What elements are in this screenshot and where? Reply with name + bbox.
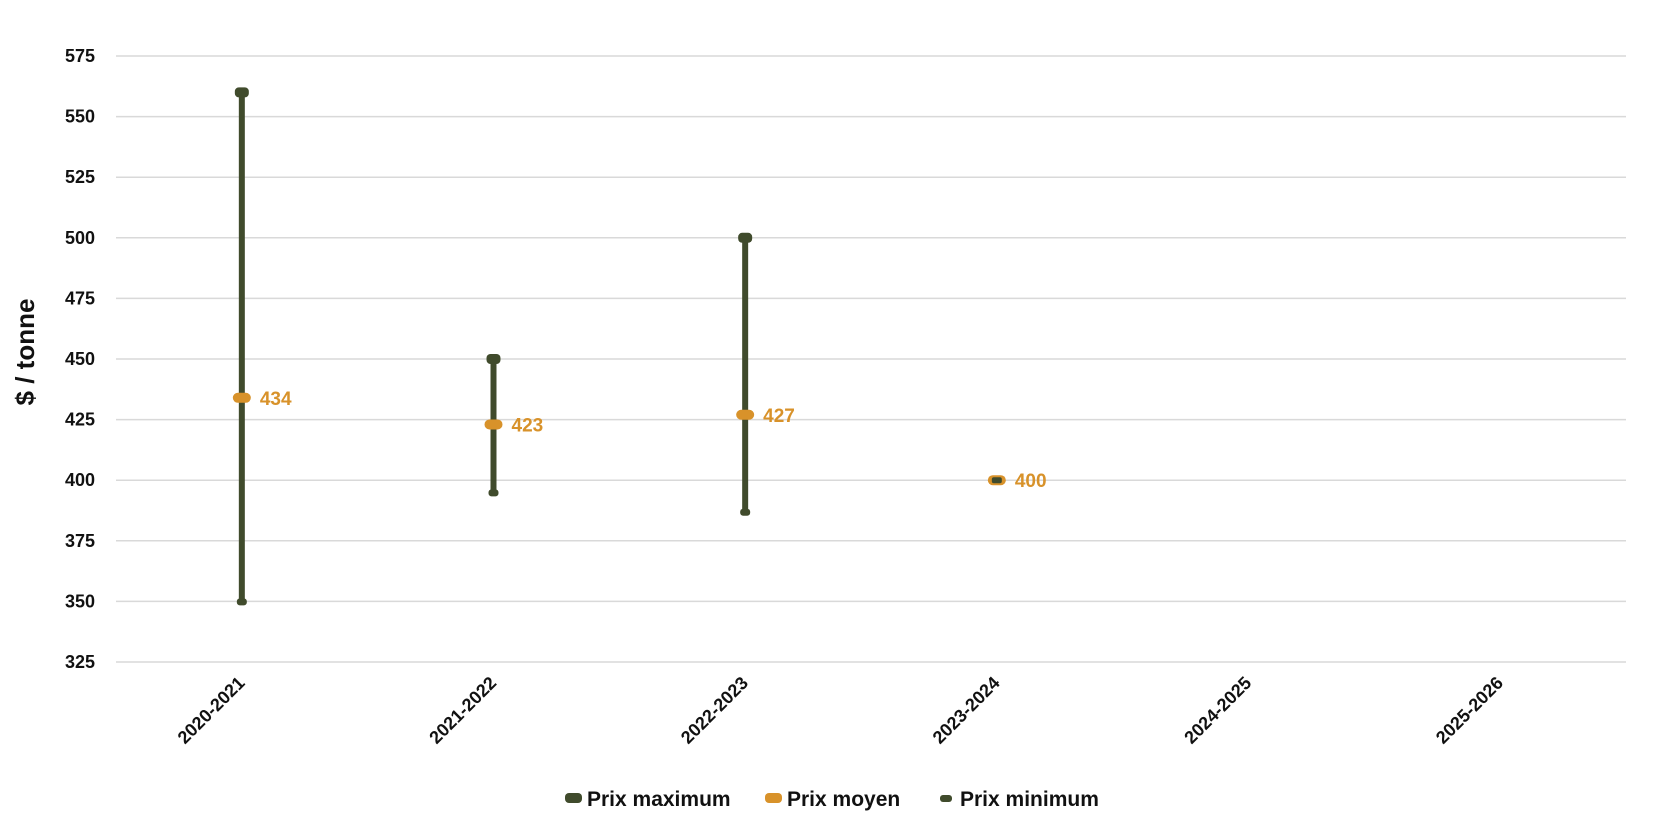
max-marker — [738, 232, 753, 243]
legend-swatch-max — [565, 793, 582, 803]
y-tick-label: 400 — [65, 470, 95, 490]
avg-data-label: 434 — [260, 389, 292, 410]
max-marker — [486, 354, 501, 364]
avg-marker — [484, 419, 503, 430]
y-tick-label: 450 — [65, 349, 95, 369]
x-tick-label: 2021-2022 — [425, 673, 500, 748]
y-tick-label: 425 — [65, 410, 95, 430]
x-axis-ticks: 2020-2021 2021-2022 2022-2023 2023-2024 2024… — [174, 673, 1507, 748]
avg-marker — [232, 392, 251, 403]
y-axis-ticks: 325 350 375 400 425 450 475 500 525 550 575 — [65, 46, 95, 672]
avg-data-label: 400 — [1015, 471, 1047, 492]
y-tick-label: 525 — [65, 167, 95, 187]
legend-label-min: Prix minimum — [960, 788, 1099, 811]
legend-item-avg: Prix moyen — [765, 788, 900, 811]
legend: Prix maximum Prix moyen Prix minimum — [565, 788, 1099, 811]
y-axis-title: $ / tonne — [10, 299, 40, 406]
y-tick-label: 375 — [65, 531, 95, 551]
x-tick-label: 2025-2026 — [1432, 673, 1507, 748]
avg-data-label: 423 — [512, 415, 544, 436]
min-marker — [236, 598, 247, 606]
legend-swatch-avg — [765, 793, 782, 803]
y-tick-label: 575 — [65, 46, 95, 66]
avg-data-label: 427 — [763, 406, 795, 427]
max-marker — [991, 477, 1002, 484]
y-tick-label: 350 — [65, 591, 95, 611]
min-marker — [488, 489, 499, 497]
x-tick-label: 2024-2025 — [1180, 673, 1255, 748]
legend-item-min: Prix minimum — [940, 788, 1099, 811]
y-tick-label: 325 — [65, 652, 95, 672]
x-tick-label: 2020-2021 — [174, 673, 249, 748]
legend-label-avg: Prix moyen — [787, 788, 900, 811]
x-tick-label: 2022-2023 — [677, 673, 752, 748]
y-tick-label: 500 — [65, 228, 95, 248]
range-lines: 434 423 427 400 — [232, 87, 1047, 606]
avg-marker — [736, 409, 755, 420]
legend-item-max: Prix maximum — [565, 788, 731, 811]
min-marker — [740, 508, 751, 516]
legend-label-max: Prix maximum — [587, 788, 731, 811]
max-marker — [234, 87, 249, 98]
legend-swatch-min — [940, 795, 952, 802]
y-tick-label: 475 — [65, 288, 95, 308]
x-tick-label: 2023-2024 — [929, 673, 1004, 748]
y-tick-label: 550 — [65, 107, 95, 127]
gridlines — [116, 55, 1626, 663]
